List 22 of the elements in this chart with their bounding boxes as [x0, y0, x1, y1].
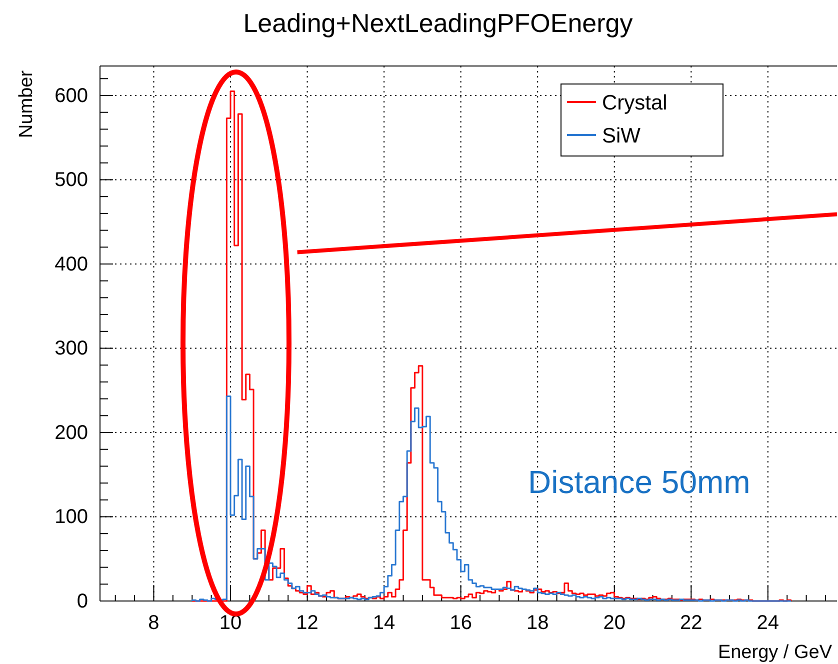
chart-title: Leading+NextLeadingPFOEnergy — [243, 8, 633, 38]
y-tick-label: 0 — [76, 590, 88, 612]
x-tick-label: 14 — [372, 612, 396, 634]
y-tick-label: 200 — [54, 422, 88, 444]
y-tick-label: 100 — [54, 506, 88, 528]
legend-label: SiW — [602, 124, 641, 148]
y-tick-label: 300 — [54, 338, 88, 360]
x-tick-label: 22 — [680, 612, 702, 634]
x-tick-label: 20 — [603, 612, 626, 634]
y-tick-label: 600 — [54, 84, 88, 107]
x-tick-label: 8 — [148, 612, 160, 634]
x-tick-label: 12 — [296, 612, 318, 634]
x-tick-label: 16 — [450, 612, 472, 634]
annotation: Distance 50mm — [528, 464, 750, 500]
y-tick-label: 500 — [54, 169, 88, 192]
x-tick-label: 10 — [219, 612, 242, 634]
y-axis-title: Number — [16, 70, 37, 138]
x-tick-label: 24 — [756, 612, 780, 634]
x-axis-title: Energy / GeV — [718, 642, 832, 663]
y-tick-label: 400 — [54, 253, 88, 276]
legend-label: Crystal — [602, 91, 668, 114]
x-tick-label: 18 — [526, 612, 549, 634]
